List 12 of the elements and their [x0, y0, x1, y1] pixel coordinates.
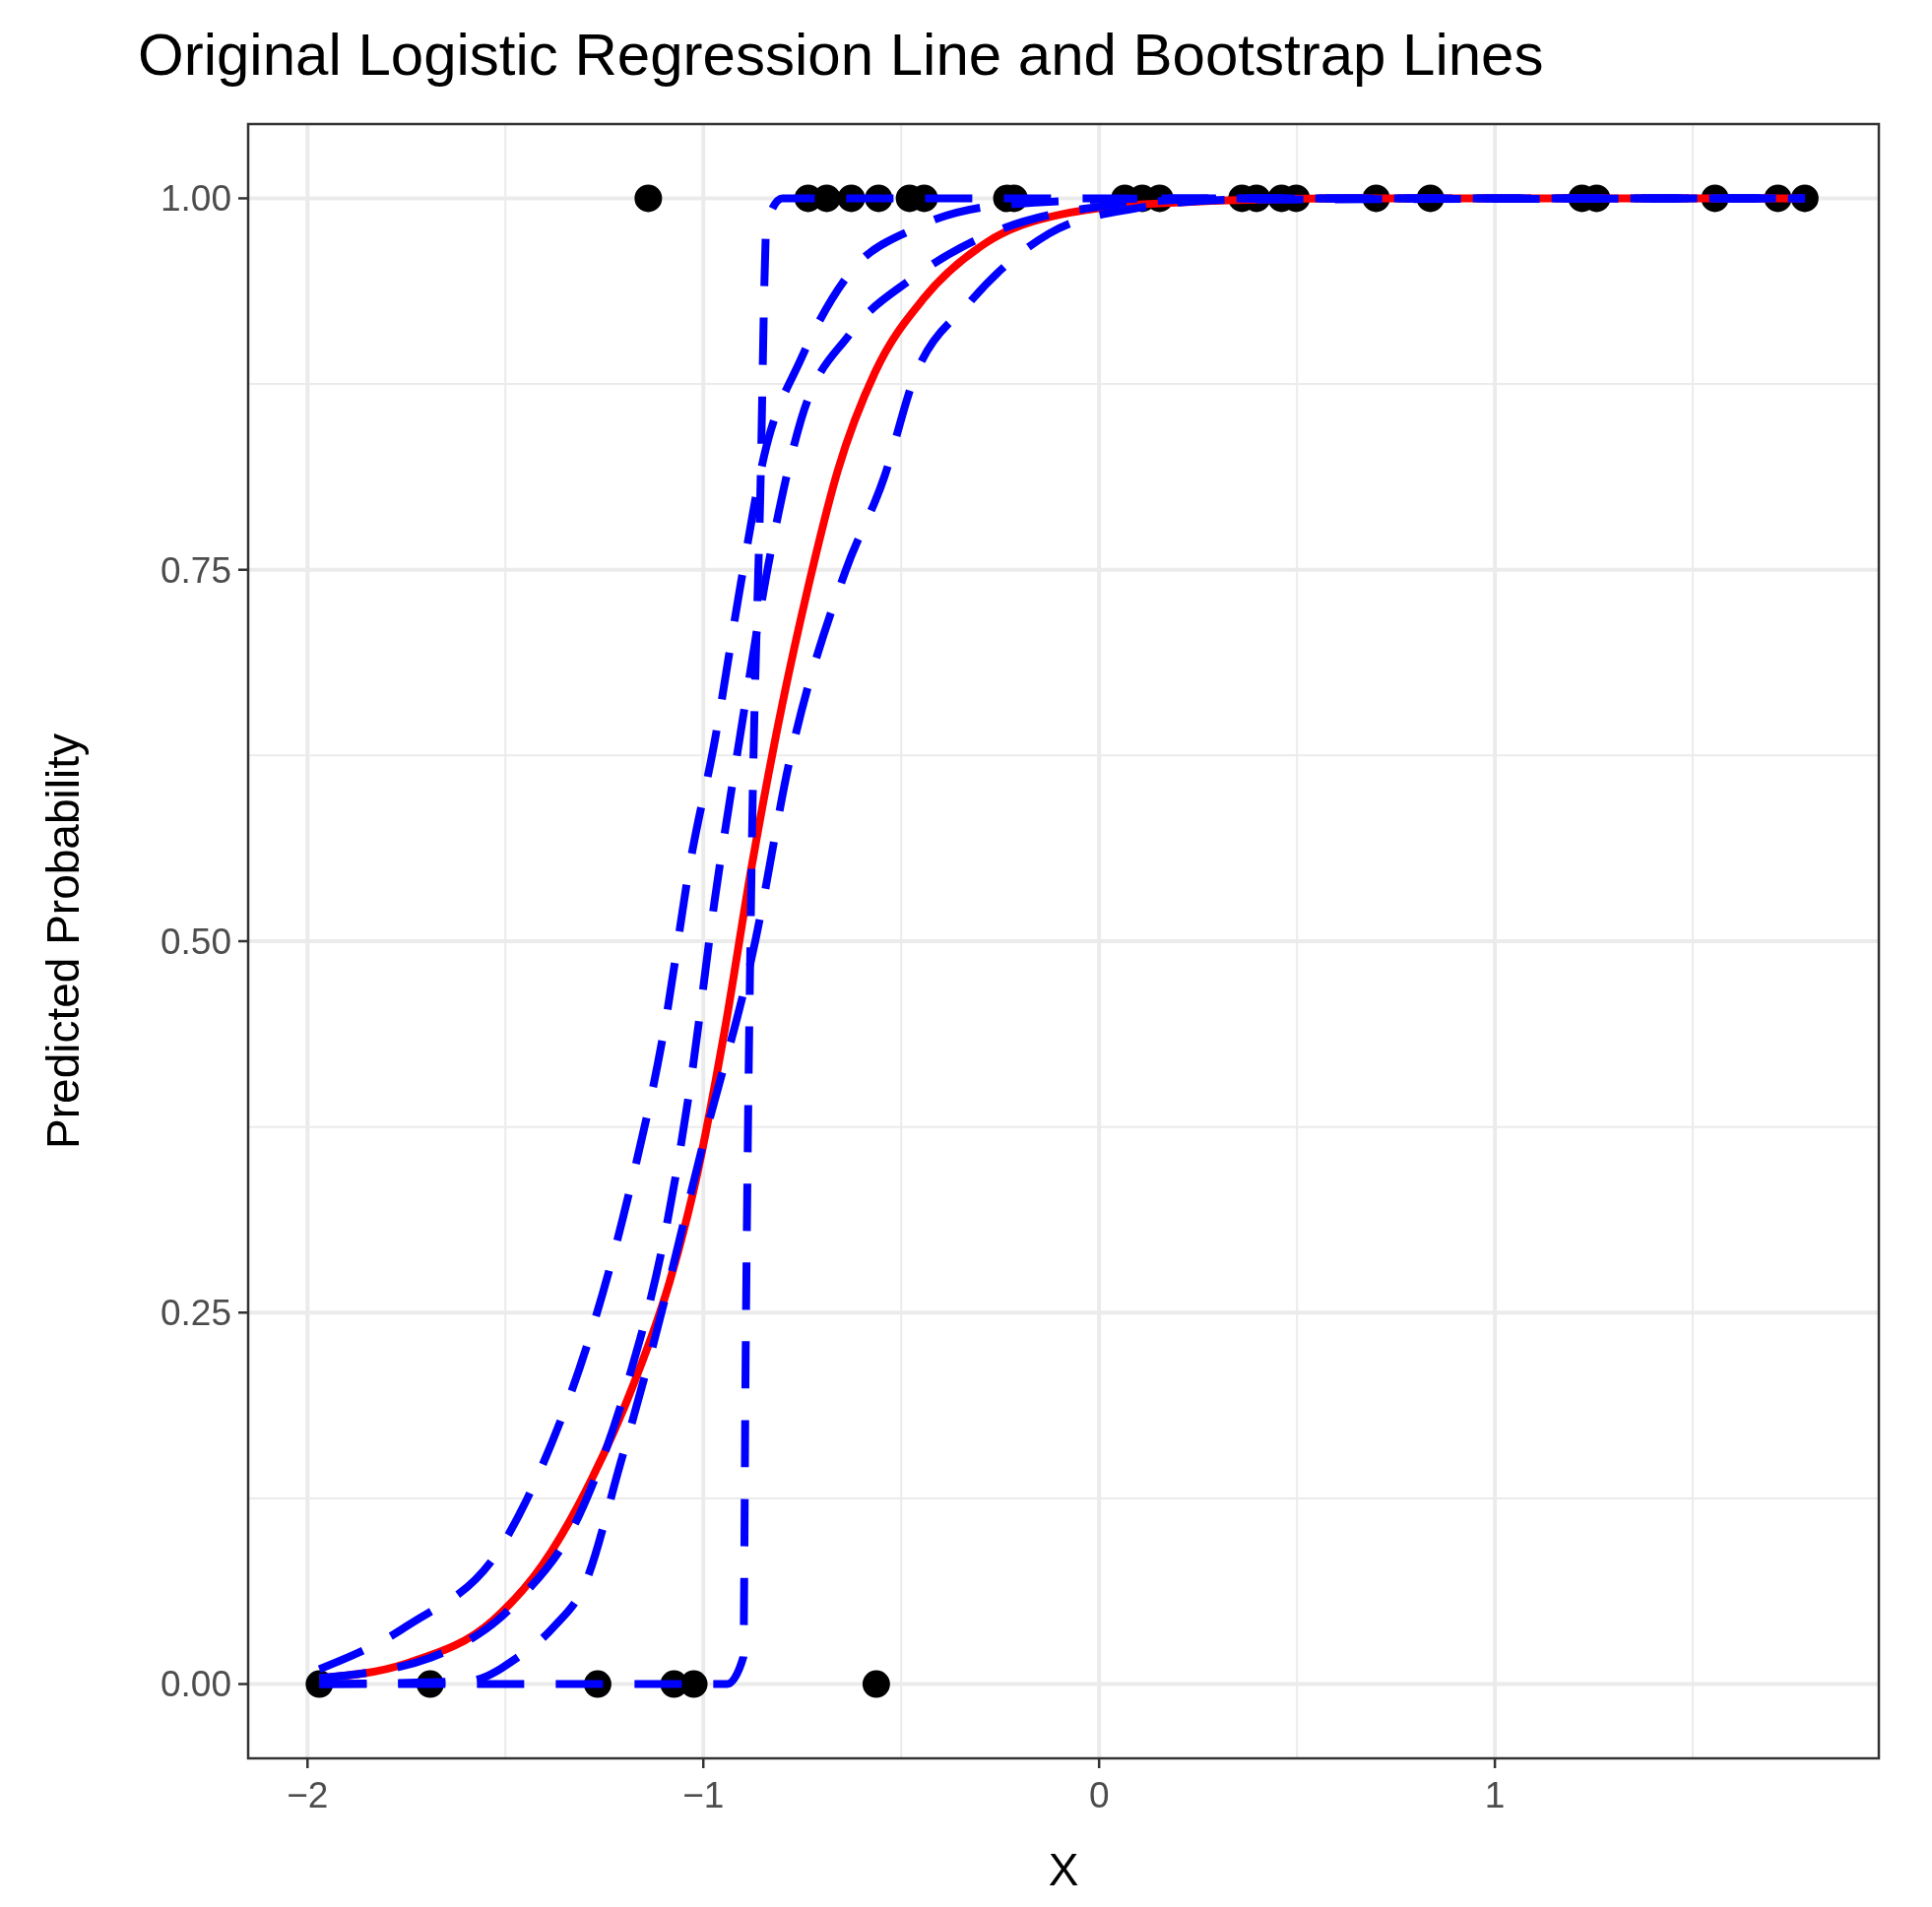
y-axis-title: Predicted Probability — [37, 733, 89, 1149]
x-axis-title: X — [1048, 1844, 1079, 1895]
x-tick-label: 1 — [1484, 1775, 1506, 1815]
x-tick-label: −2 — [287, 1775, 329, 1815]
y-tick-label: 1.00 — [160, 178, 231, 220]
y-tick-label: 0.75 — [160, 549, 231, 591]
x-tick-label: 0 — [1088, 1775, 1110, 1815]
chart-title: Original Logistic Regression Line and Bootstrap Lines — [138, 22, 1544, 88]
y-tick-label: 0.50 — [160, 921, 231, 962]
y-tick-label: 0.00 — [160, 1664, 231, 1705]
y-tick-label: 0.25 — [160, 1293, 231, 1334]
x-tick-label: −1 — [682, 1775, 725, 1815]
